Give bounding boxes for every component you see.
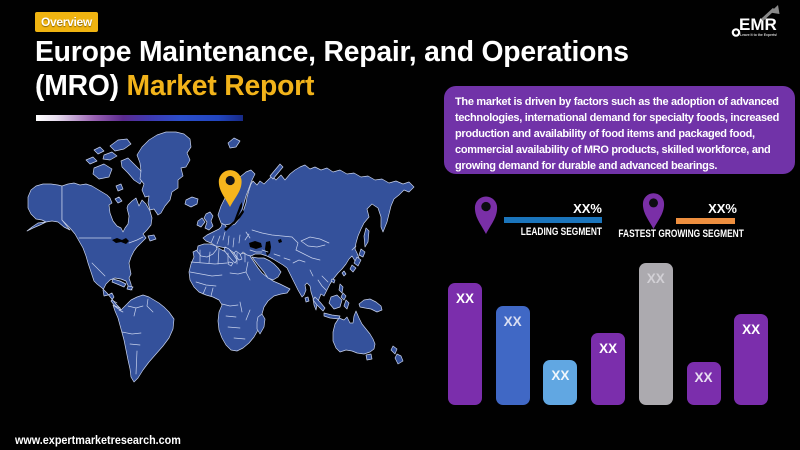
emr-logo-tagline: Leave It to the Experts!	[740, 33, 777, 37]
legend-value: XX%	[708, 201, 737, 216]
chart-bar-2: XX	[495, 306, 530, 405]
emr-logo-graphic: EMR Leave It to the Experts!	[731, 5, 780, 37]
map-madagascar	[256, 313, 266, 335]
chart-bar-value-label: XX	[599, 341, 618, 356]
map-north-america	[61, 182, 153, 314]
chart-bar-value-label: XX	[742, 322, 761, 337]
chart-bar-5: XX	[638, 263, 673, 405]
legend-value: XX%	[573, 201, 602, 216]
chart-bar-4: XX	[591, 333, 626, 405]
chart-bar-value-label: XX	[646, 271, 665, 286]
legend-color-bar	[504, 217, 602, 223]
chart-bar-7: XX	[734, 314, 769, 405]
title-line1: Europe Maintenance, Repair, and Operatio…	[35, 35, 629, 67]
chart-bar-value-label: XX	[503, 314, 522, 329]
emr-logo: EMR Leave It to the Experts!	[726, 5, 788, 37]
map-south-america	[112, 294, 175, 383]
chart-bar-value-label: XX	[551, 368, 570, 383]
title-line2-prefix: (MRO)	[35, 69, 127, 101]
legend-label: FASTEST GROWING SEGMENT	[618, 228, 744, 240]
legend-color-bar	[676, 218, 735, 224]
map-africa	[188, 246, 291, 352]
map-greenland	[136, 131, 192, 216]
map-location-pin-icon	[218, 170, 242, 207]
chart-bar-1: XX	[448, 283, 482, 405]
map-pin-icon	[473, 191, 499, 235]
title-underline-gradient	[36, 115, 243, 121]
map-alaska	[27, 183, 71, 231]
market-drivers-infobox: The market is driven by factors such as …	[444, 86, 795, 174]
footer-website-url: www.expertmarketresearch.com	[15, 433, 181, 447]
chart-bar-6: XX	[686, 362, 721, 405]
emr-logo-arrow-icon	[760, 5, 780, 22]
map-pin-icon	[641, 188, 666, 230]
market-drivers-text: The market is driven by factors such as …	[455, 96, 780, 172]
page-title: Europe Maintenance, Repair, and Operatio…	[35, 34, 629, 102]
title-line2-accent: Market Report	[126, 69, 315, 101]
chart-bar-value-label: XX	[694, 370, 713, 385]
map-iceland	[184, 196, 199, 208]
emr-logo-text: EMR	[739, 15, 777, 34]
overview-badge: Overview	[35, 12, 98, 32]
map-arabia	[251, 256, 282, 281]
chart-bar-3: XX	[543, 360, 578, 405]
legend-label: LEADING SEGMENT	[520, 226, 602, 238]
map-australia	[332, 310, 376, 355]
chart-bar-value-label: XX	[455, 291, 474, 306]
emr-logo-circle	[731, 28, 741, 37]
